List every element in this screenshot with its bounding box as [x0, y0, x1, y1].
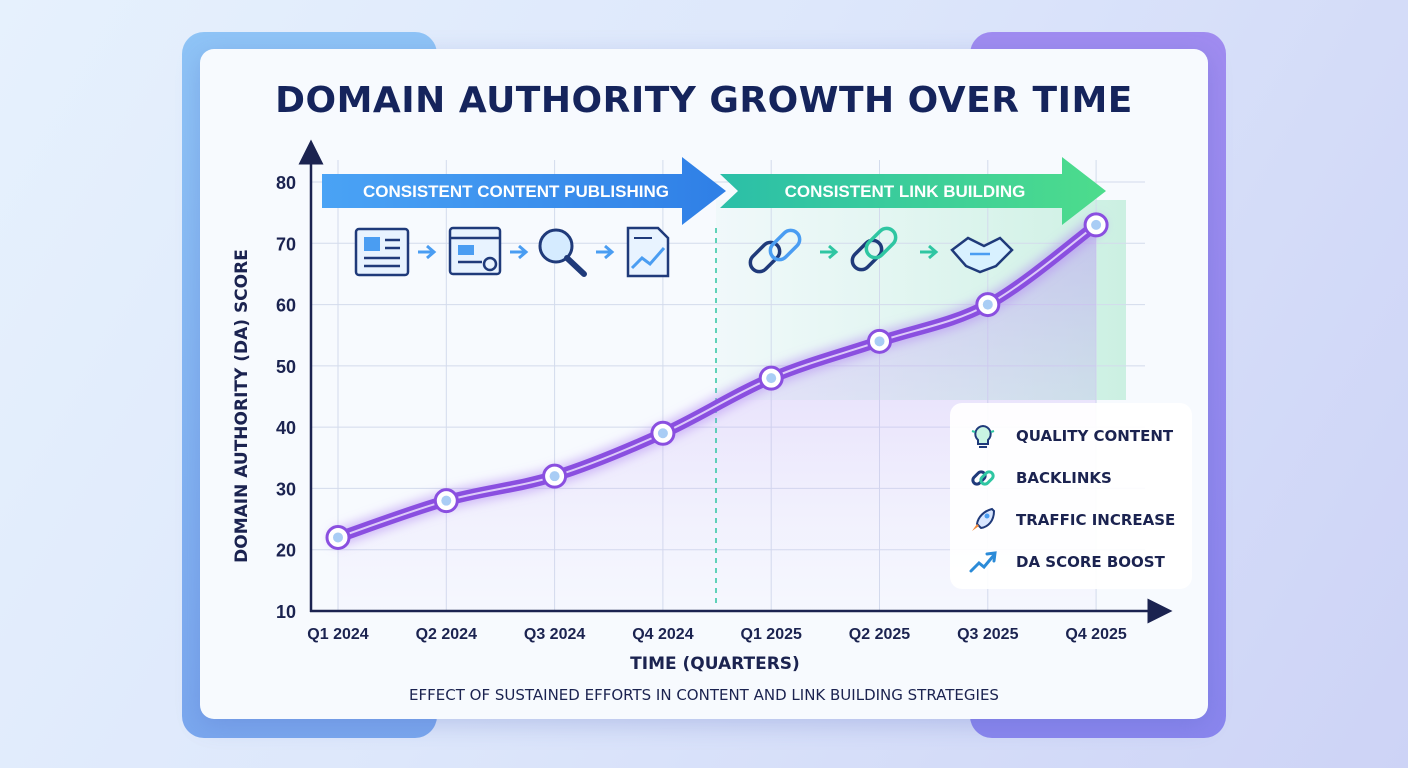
x-tick-label: Q4 2024	[632, 626, 693, 643]
data-point-core	[441, 495, 452, 506]
series-points	[325, 212, 1109, 550]
y-tick-label: 40	[276, 418, 296, 438]
area-fill	[338, 224, 1097, 611]
chart-subtitle: EFFECT OF SUSTAINED EFFORTS IN CONTENT A…	[409, 686, 999, 704]
process-arrow-icon	[920, 244, 939, 260]
process-arrow-icon	[510, 244, 529, 260]
legend-label: QUALITY CONTENT	[1016, 427, 1174, 445]
legend: QUALITY CONTENT BACKLINKS TRAFFIC INCREA…	[950, 403, 1192, 589]
browser-window-icon	[448, 226, 502, 276]
data-point-core	[333, 532, 343, 543]
broken-link-icon	[748, 228, 802, 274]
legend-label: TRAFFIC INCREASE	[1016, 511, 1176, 529]
newspaper-icon	[354, 227, 410, 277]
trend-arrow-icon	[969, 551, 997, 573]
links-arrow-shape	[720, 157, 1106, 225]
y-axis-tick-labels: 10 20 30 40 50 60 70 80	[276, 173, 296, 622]
legend-label: DA SCORE BOOST	[1016, 553, 1165, 571]
process-arrow-icon	[418, 244, 437, 260]
x-tick-label: Q1 2025	[741, 626, 802, 643]
process-arrow-icon	[596, 244, 615, 260]
chain-link-icon	[971, 470, 995, 486]
y-tick-label: 30	[276, 479, 296, 499]
document-chart-icon	[626, 226, 670, 278]
links-arrow-label: CONSISTENT LINK BUILDING	[785, 182, 1026, 201]
y-tick-label: 10	[276, 602, 296, 622]
legend-item-quality-content: QUALITY CONTENT	[968, 421, 1173, 451]
phase-arrow-links: CONSISTENT LINK BUILDING	[720, 157, 1106, 225]
x-tick-label: Q3 2024	[524, 626, 585, 643]
y-tick-label: 60	[276, 296, 296, 316]
y-tick-label: 70	[276, 234, 296, 254]
x-tick-label: Q3 2025	[957, 626, 1018, 643]
data-point-core	[766, 373, 777, 384]
data-point-core	[657, 428, 668, 439]
data-point-core	[549, 471, 560, 482]
legend-label: BACKLINKS	[1016, 469, 1112, 487]
legend-item-da-score-boost: DA SCORE BOOST	[968, 547, 1165, 577]
x-axis-tick-labels: Q1 2024 Q2 2024 Q3 2024 Q4 2024 Q1 2025 Q2 20…	[307, 626, 1127, 643]
x-tick-label: Q4 2025	[1065, 626, 1126, 643]
process-arrow-icon	[820, 244, 839, 260]
handshake-icon	[950, 236, 1014, 274]
area-under-line	[338, 224, 1097, 611]
y-axis-title: DOMAIN AUTHORITY (DA) SCORE	[232, 249, 252, 563]
x-tick-label: Q2 2025	[849, 626, 910, 643]
content-arrow-label: CONSISTENT CONTENT PUBLISHING	[363, 182, 669, 201]
y-tick-label: 20	[276, 541, 296, 561]
data-point-core	[1091, 219, 1102, 230]
y-tick-label: 80	[276, 173, 296, 193]
chart-axes	[298, 139, 1173, 624]
phase-arrow-content: CONSISTENT CONTENT PUBLISHING	[322, 157, 726, 225]
chain-link-icon	[850, 226, 898, 272]
x-axis-title: TIME (QUARTERS)	[630, 654, 800, 674]
y-tick-label: 50	[276, 357, 296, 377]
legend-item-backlinks: BACKLINKS	[968, 463, 1112, 493]
magnifier-icon	[538, 228, 587, 277]
legend-item-traffic-increase: TRAFFIC INCREASE	[968, 505, 1175, 535]
x-tick-label: Q2 2024	[416, 626, 477, 643]
lightbulb-icon	[971, 424, 995, 448]
content-arrow-shape	[322, 157, 726, 225]
data-point-core	[874, 336, 885, 347]
data-point-core	[982, 299, 993, 310]
x-tick-label: Q1 2024	[307, 626, 368, 643]
rocket-icon	[972, 507, 996, 531]
chart-title: DOMAIN AUTHORITY GROWTH OVER TIME	[275, 80, 1133, 121]
